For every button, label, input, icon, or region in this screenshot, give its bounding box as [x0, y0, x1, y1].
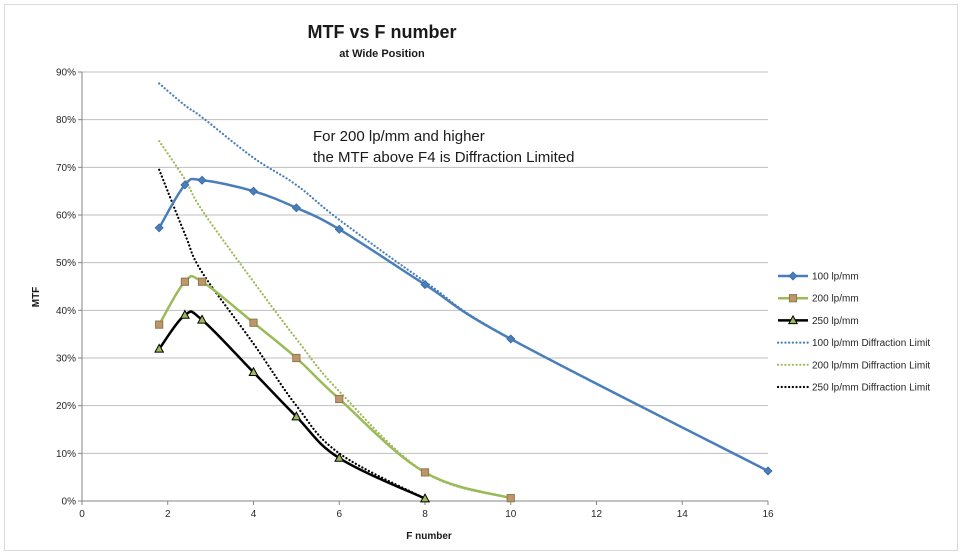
legend-marker-1 — [788, 294, 798, 303]
data-point — [291, 203, 301, 213]
data-point — [420, 280, 430, 290]
chart-title: MTF vs F number — [307, 22, 456, 42]
series-line-2 — [158, 310, 426, 500]
legend-label: 100 lp/mm Diffraction Limit — [812, 338, 930, 349]
legend-marker-0 — [788, 271, 798, 281]
series-line-4 — [158, 140, 512, 500]
legend-label: 250 lp/mm Diffraction Limit — [812, 383, 930, 394]
data-point — [292, 353, 301, 363]
legend-label: 200 lp/mm — [812, 294, 859, 305]
series-group — [154, 82, 773, 503]
annotation-line-2: the MTF above F4 is Diffraction Limited — [313, 149, 575, 166]
legend-label: 100 lp/mm — [812, 272, 859, 283]
data-point — [248, 366, 259, 376]
y-tick-label: 80% — [56, 115, 76, 126]
legend-label: 250 lp/mm — [812, 316, 859, 327]
data-point — [334, 452, 345, 462]
data-point — [506, 494, 515, 503]
y-tick-label: 20% — [56, 401, 76, 412]
legend-marker-2 — [787, 314, 799, 325]
data-point — [197, 314, 208, 324]
x-tick-label: 12 — [591, 509, 603, 520]
data-point — [180, 277, 190, 286]
y-tick-label: 40% — [56, 306, 76, 317]
data-point — [248, 186, 259, 196]
y-tick-label: 50% — [56, 258, 76, 269]
data-point — [506, 334, 516, 344]
mtf-chart: MTF vs F number at Wide Position For 200… — [31, 22, 930, 542]
y-tick-label: 0% — [62, 497, 77, 508]
x-axis-title: F number — [406, 531, 452, 542]
data-point — [197, 277, 207, 286]
data-point — [154, 343, 165, 353]
legend: 100 lp/mm 200 lp/mm 250 lp/mm 100 lp/mm Dif… — [776, 271, 930, 394]
y-tick-label: 10% — [56, 449, 76, 460]
x-tick-label: 14 — [677, 509, 689, 520]
x-tick-label: 8 — [422, 509, 428, 520]
x-tick-label: 2 — [165, 509, 171, 520]
data-point — [763, 466, 773, 476]
data-point — [291, 411, 302, 421]
data-point — [249, 318, 258, 327]
annotation-line-1: For 200 lp/mm and higher — [313, 128, 485, 145]
data-point — [197, 175, 207, 185]
series-line-3 — [158, 82, 770, 473]
x-tick-label: 0 — [79, 509, 85, 520]
x-tick-label: 10 — [505, 509, 517, 520]
chart-subtitle: at Wide Position — [339, 48, 425, 60]
y-tick-label: 30% — [56, 354, 76, 365]
x-tick-label: 16 — [762, 509, 774, 520]
axes: 0% 10% 20% 30% 40% 50% 60% 70% 80% 90% 0 2 4 6 8 10 12 14… — [56, 68, 774, 521]
chart-frame: MTF vs F number at Wide Position For 200… — [4, 4, 958, 551]
y-tick-label: 70% — [56, 163, 76, 174]
data-point — [420, 468, 430, 477]
series-line-5 — [158, 168, 427, 500]
data-point — [155, 320, 164, 329]
data-point — [335, 394, 344, 404]
y-axis-title: MTF — [31, 287, 42, 308]
x-tick-label: 6 — [336, 509, 342, 520]
data-point — [419, 493, 431, 503]
data-point — [179, 309, 190, 319]
y-tick-label: 60% — [56, 211, 76, 222]
data-point — [180, 180, 190, 190]
data-point — [334, 224, 344, 234]
data-point — [154, 223, 164, 233]
y-tick-label: 90% — [56, 68, 76, 79]
legend-label: 200 lp/mm Diffraction Limit — [812, 360, 930, 371]
x-tick-label: 4 — [251, 509, 257, 520]
series-line-0 — [158, 177, 769, 473]
